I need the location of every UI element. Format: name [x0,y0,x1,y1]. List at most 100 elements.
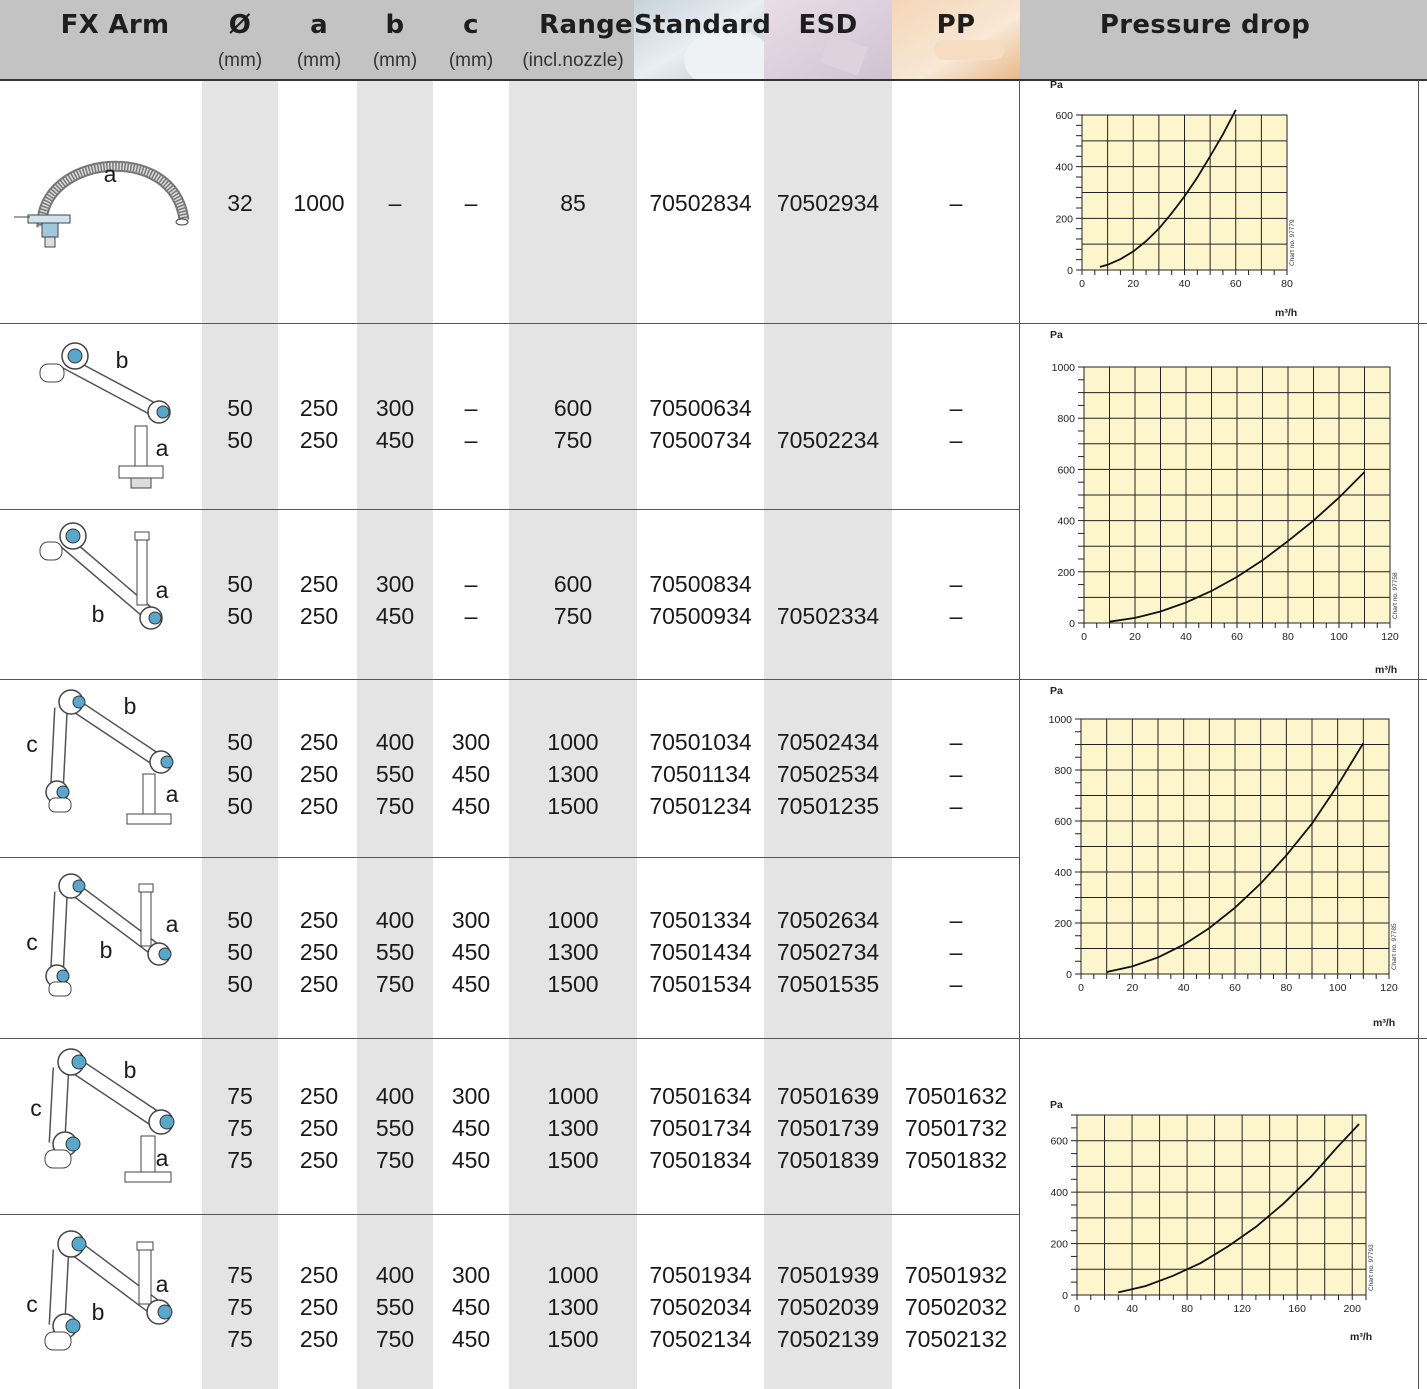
pp-cell: – [949,395,963,421]
a-cell: 250 [299,1115,339,1141]
diameter-cell: 50 [227,395,253,421]
y-tick-label: 0 [1069,618,1075,630]
x-tick-label: 80 [1280,982,1292,994]
diameter-cell: 75 [227,1326,253,1352]
fx-arm-3-joint-illustration [45,689,174,825]
diameter-cell: 75 [227,1115,253,1141]
arm-dimension-label: a [155,577,169,603]
diameter-cell: 32 [227,190,253,216]
esd-cell: 70501639 [776,1083,880,1109]
diameter-column-bg [202,80,278,1389]
diameter-cell: 75 [227,1147,253,1173]
a-cell: 250 [299,571,339,597]
a-cell: 1000 [293,190,345,216]
range-cell: 1500 [547,971,599,997]
pressure-drop-chart-2: 0 20 40 60 80 100 120 0 200 400 600 800 1000 Pa m³/h Ch… [1050,329,1399,676]
range-cell: 1000 [547,729,599,755]
esd-cell: 70502334 [776,603,880,629]
range-cell: 1500 [547,793,599,819]
pp-cell: 70502132 [904,1326,1008,1352]
esd-cell: 70502139 [776,1326,880,1352]
arm-dimension-label: a [155,1145,169,1171]
b-cell: 300 [375,571,415,597]
range-cell: 1000 [547,1083,599,1109]
pp-cell: 70501832 [904,1147,1008,1173]
range-cell: 1300 [547,761,599,787]
arm-dimension-label: b [91,1299,105,1325]
b-cell: 400 [375,1262,415,1288]
esd-cell: 70502534 [776,761,880,787]
c-cell: – [464,427,478,453]
pp-cell: – [949,971,963,997]
header-diameter-unit: (mm) [217,50,263,71]
header-range: Range [539,10,633,40]
pressure-drop-curve [1109,471,1366,623]
a-cell: 250 [299,1083,339,1109]
a-cell: 250 [299,395,339,421]
y-tick-label: 1000 [1049,714,1073,726]
fx-arm-flexible-illustration [14,160,190,248]
row-divider [0,1038,1427,1039]
diameter-cell: 75 [227,1294,253,1320]
range-cell: 1500 [547,1326,599,1352]
arm-dimension-label: a [155,1271,169,1297]
esd-cell: 70502234 [776,427,880,453]
c-cell: 300 [451,907,491,933]
x-axis-label: m³/h [1275,307,1297,319]
chart-number: Chart no. 97785 [1391,923,1398,970]
c-cell: 450 [451,1326,491,1352]
c-cell: 450 [451,939,491,965]
a-cell: 250 [299,1326,339,1352]
c-cell: – [464,395,478,421]
b-cell: 300 [375,395,415,421]
x-tick-label: 100 [1329,982,1347,994]
x-tick-label: 160 [1288,1303,1306,1315]
x-tick-label: 80 [1181,1303,1193,1315]
arm-dimension-label: a [103,161,117,187]
a-cell: 250 [299,1294,339,1320]
y-tick-label: 600 [1054,816,1072,828]
esd-cell: 70502934 [776,190,880,216]
pressure-drop-chart-1: 0 20 40 60 80 0 200 400 600 Pa m³/h Chart no. 97779 [1050,80,1297,319]
y-tick-label: 0 [1062,1290,1068,1302]
y-tick-label: 200 [1057,567,1075,579]
y-tick-label: 800 [1057,413,1075,425]
b-cell: 750 [375,1326,415,1352]
y-tick-label: 400 [1050,1187,1068,1199]
range-cell: 750 [553,603,593,629]
range-cell: 1000 [547,907,599,933]
y-tick-label: 0 [1066,969,1072,981]
standard-cell: 70500834 [649,571,752,597]
x-tick-label: 40 [1179,278,1191,290]
x-tick-label: 40 [1180,631,1192,643]
row-divider [0,679,1427,680]
pressure-drop-curve [1118,1123,1360,1294]
standard-cell: 70500934 [649,603,752,629]
y-tick-label: 600 [1050,1136,1068,1148]
arm-dimension-label: c [26,929,38,955]
header-pp: PP [936,10,976,40]
x-tick-label: 20 [1126,982,1138,994]
a-cell: 250 [299,971,339,997]
range-cell: 1500 [547,1147,599,1173]
standard-cell: 70500734 [649,427,752,453]
esd-cell: 70502434 [776,729,880,755]
range-cell: 85 [560,190,586,216]
standard-cell: 70502834 [649,190,752,216]
standard-cell: 70501734 [649,1115,752,1141]
c-cell: – [464,603,478,629]
standard-cell: 70501534 [649,971,752,997]
c-cell: 450 [451,1115,491,1141]
x-tick-label: 20 [1129,631,1141,643]
standard-cell: 70502134 [649,1326,752,1352]
a-cell: 250 [299,1262,339,1288]
arm-dimension-label: b [123,693,137,719]
y-tick-label: 400 [1057,516,1075,528]
x-tick-label: 120 [1381,631,1399,643]
arm-dimension-label: c [30,1095,42,1121]
x-tick-label: 100 [1330,631,1348,643]
fx-arm-75-3-joint-illustration [44,1048,175,1183]
esd-cell: 70501939 [776,1262,880,1288]
x-tick-label: 60 [1229,982,1241,994]
standard-cell: 70501434 [649,939,752,965]
